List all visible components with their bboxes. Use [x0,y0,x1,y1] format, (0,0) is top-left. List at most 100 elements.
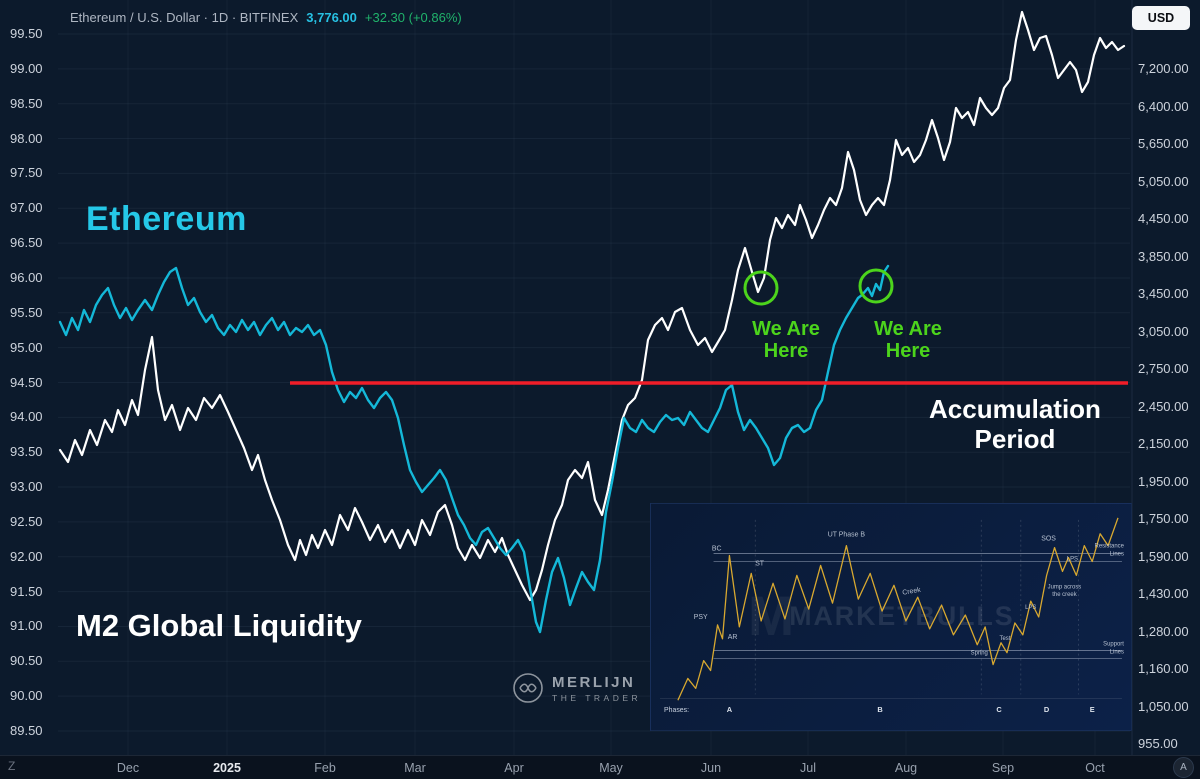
right-axis-tick: 3,850.00 [1138,248,1189,264]
right-axis-tick: 5,650.00 [1138,136,1189,151]
right-price-scale[interactable] [1132,0,1200,755]
left-axis-tick: 96.50 [10,235,43,251]
left-price-scale[interactable]: 99.50 99.00 98.50 98.00 97.50 97.00 96.50 96.00… [0,0,60,755]
m2-series-label: M2 Global Liquidity [76,608,362,643]
left-axis-tick: 99.00 [10,60,43,76]
accumulation-line2: Period [974,424,1056,454]
time-axis-month-label: Dec [116,761,140,775]
inset-label: Resistance [1095,544,1125,550]
right-axis-tick: 2,450.00 [1138,398,1189,414]
inset-phase-letter: E [1090,705,1095,714]
time-axis-month-label: May [599,761,623,775]
we-are-here-label-1: We Are Here [726,318,846,362]
time-axis-month-label: Mar [404,761,426,775]
accumulation-line1: Accumulation [929,394,1101,424]
right-axis-tick: 3,450.00 [1138,286,1189,301]
time-axis-month-label: 2025 [213,761,241,775]
wyckoff-accumulation-inset: M MARKETBULLS PSY B C ST AR UT Phase B Creek SOS L… [650,503,1132,731]
left-axis-tick: 97.50 [10,165,43,181]
time-axis-month-label: Feb [314,761,336,775]
we-are-here-2-line1: We Are [874,318,942,340]
inset-label: Support [1103,642,1124,648]
left-axis-tick: 99.50 [10,26,43,41]
left-axis-tick: 94.00 [10,409,43,425]
inset-label: AR [728,634,738,641]
left-axis-tick: 95.00 [10,339,43,355]
ethereum-price-line [58,264,890,634]
left-axis-tick: 98.50 [10,95,43,111]
inset-label: Creek [902,587,922,597]
we-are-here-1-line2: Here [763,340,809,362]
left-axis-tick: 93.50 [10,444,43,460]
time-scale[interactable]: Dec 2025 Feb Mar Apr May Jun Jul Aug Sep Oct [0,755,1200,779]
symbol-title: Ethereum / U.S. Dollar · 1D · BITFINEX [70,10,299,25]
merlijn-trader-watermark: MERLIJN THE TRADER [512,672,641,704]
inset-label: SOS [1041,536,1056,543]
inset-phases-caption: Phases: [664,707,689,714]
right-axis-tick: 2,150.00 [1138,436,1189,451]
right-axis-tick: 1,590.00 [1138,548,1189,564]
left-axis-tick: 97.00 [10,200,43,216]
left-axis-tick: 90.50 [10,653,43,669]
time-axis-month-label: Apr [504,761,524,775]
inset-label: Lines [1110,650,1124,656]
inset-label: LPS [1025,605,1036,611]
we-are-here-2-line2: Here [885,340,931,362]
left-axis-tick: 91.50 [10,583,43,599]
m2-liquidity-line [58,10,1126,602]
inset-watermark-text: MARKETBULLS [789,601,1014,631]
time-axis-month-label: Aug [894,761,918,775]
infinity-logo-icon [513,673,543,703]
inset-label: Lines [1110,552,1124,558]
left-axis-tick: 92.50 [10,513,43,529]
right-axis-tick: 1,160.00 [1138,661,1189,676]
merlijn-subtitle: THE TRADER [552,692,642,703]
left-axis-tick: 92.00 [10,548,43,564]
inset-label: LPS [1067,557,1078,563]
merlijn-name: MERLIJN [552,673,636,691]
right-axis-tick: 955.00 [1138,736,1178,751]
chart-canvas[interactable] [0,0,1200,755]
left-axis-tick: 90.00 [10,688,43,704]
inset-watermark-mark: M [748,585,794,647]
inset-label: Test [1000,636,1011,642]
inset-label: UT Phase B [828,532,866,539]
inset-label: Spring [971,651,988,657]
right-axis-tick: 5,050.00 [1138,173,1189,189]
inset-label: ST [755,560,765,567]
left-axis-tick: 91.00 [10,618,43,634]
inset-phase-letter: B [877,705,883,714]
accumulation-period-label: Accumulation Period [905,394,1125,454]
corner-badge-a[interactable]: A [1173,757,1194,778]
inset-phase-letter: C [996,705,1002,714]
corner-badge-z[interactable]: Z [8,759,16,773]
inset-label: the creek [1052,592,1076,598]
currency-toggle-button[interactable]: USD [1132,6,1190,30]
last-price: 3,776.00 [306,10,357,25]
left-axis-tick: 98.00 [10,130,43,146]
inset-phase-letter: A [727,705,733,714]
right-axis-tick: 4,450.00 [1138,211,1189,226]
we-are-here-1-line1: We Are [752,318,820,340]
time-axis-month-label: Jun [700,761,722,775]
right-axis-tick: 1,050.00 [1138,698,1189,714]
left-axis-tick: 89.50 [10,723,43,738]
inset-label: Jump across [1048,584,1082,590]
right-axis-tick: 1,430.00 [1138,586,1189,601]
right-axis-tick: 2,750.00 [1138,361,1189,376]
right-axis-tick: 1,950.00 [1138,473,1189,489]
we-are-here-circle [743,270,779,306]
right-axis-tick: 1,280.00 [1138,623,1189,639]
time-axis-month-label: Oct [1085,761,1105,775]
we-are-here-circle [858,268,894,304]
right-axis-tick: 7,200.00 [1138,61,1189,76]
we-are-here-label-2: We Are Here [848,318,968,362]
left-axis-tick: 94.50 [10,374,43,390]
price-change: +32.30 (+0.86%) [364,10,462,25]
inset-label: PSY [694,614,708,621]
symbol-header[interactable]: Ethereum / U.S. Dollar · 1D · BITFINEX 3… [70,10,462,25]
right-axis-tick: 3,050.00 [1138,323,1189,339]
inset-phase-letter: D [1044,705,1050,714]
